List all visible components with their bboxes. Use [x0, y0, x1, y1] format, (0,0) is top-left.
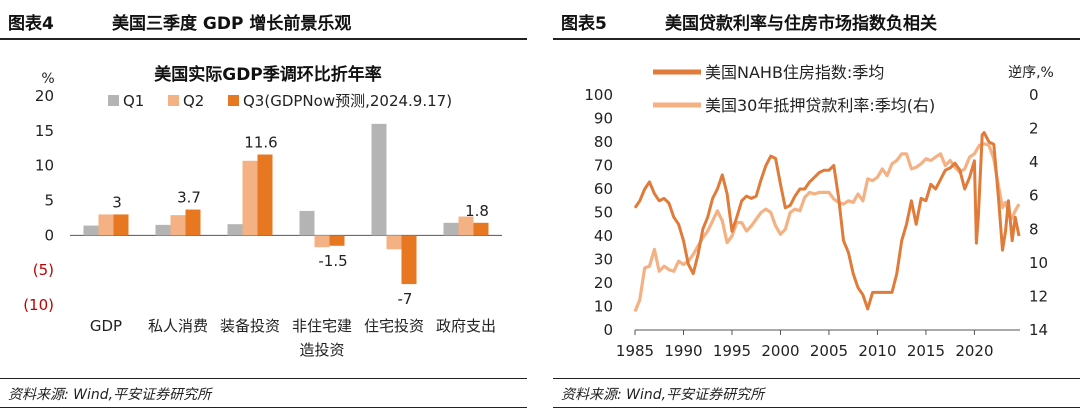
left-y-tick-label-6: 60 — [594, 180, 613, 198]
legend-swatch-1 — [168, 95, 179, 106]
data-label-4: -7 — [398, 290, 413, 308]
bar-q3-0 — [113, 214, 129, 236]
bar-q2-1 — [170, 215, 186, 236]
right-axis-label: 逆序,% — [1008, 65, 1054, 81]
x-tick-label-7: 2020 — [955, 342, 993, 360]
figure-5-source: 资料来源: Wind,平安证券研究所 — [561, 387, 765, 403]
data-label-3: -1.5 — [318, 252, 347, 270]
bar-q3-2 — [257, 154, 273, 236]
right-y-tick-label-7: 14 — [1029, 321, 1048, 339]
y-tick-label-6: (10) — [23, 296, 54, 314]
figure-4-panel: 图表4 美国三季度 GDP 增长前景乐观 美国实际GDP季调环比折年率% 20 15… — [0, 0, 527, 419]
figure-4-header: 图表4 美国三季度 GDP 增长前景乐观 — [0, 0, 527, 40]
right-y-tick-label-5: 10 — [1029, 254, 1048, 272]
category-label-1: 私人消费 — [148, 317, 208, 335]
right-y-tick-label-4: 8 — [1029, 220, 1039, 238]
right-y-tick-label-0: 0 — [1029, 86, 1039, 104]
left-y-tick-label-10: 100 — [584, 86, 613, 104]
left-y-tick-label-3: 30 — [594, 251, 613, 269]
category-label-3: 非住宅建 — [292, 317, 352, 335]
y-tick-label-5: (5) — [33, 261, 54, 279]
category-label-5: 政府支出 — [436, 317, 496, 335]
data-label-0: 3 — [112, 193, 122, 211]
data-label-2: 11.6 — [244, 134, 277, 152]
bar-q2-3 — [314, 235, 330, 248]
bar-q2-4 — [386, 235, 402, 250]
data-label-1: 3.7 — [177, 189, 201, 207]
x-tick-label-6: 2015 — [907, 342, 945, 360]
left-y-tick-label-4: 40 — [594, 227, 613, 245]
legend-swatch-0 — [108, 95, 119, 106]
y-tick-label-3: 5 — [44, 192, 54, 210]
figure-5-label: 图表5 — [561, 14, 607, 34]
left-y-tick-label-5: 50 — [594, 204, 613, 222]
bar-q2-0 — [98, 214, 114, 236]
x-tick-label-1: 1990 — [664, 342, 702, 360]
category-label-3-line2: 造投资 — [299, 341, 344, 359]
x-tick-label-3: 2000 — [761, 342, 799, 360]
bar-q3-5 — [473, 222, 489, 236]
x-tick-label-5: 2010 — [858, 342, 896, 360]
legend-label-1: 美国30年抵押贷款利率:季均(右) — [705, 96, 935, 115]
data-label-5: 1.8 — [465, 202, 489, 220]
category-label-4: 住宅投资 — [364, 317, 424, 335]
left-y-tick-label-0: 0 — [603, 321, 613, 339]
legend-swatch-2 — [228, 95, 239, 106]
right-y-tick-label-1: 2 — [1029, 120, 1039, 138]
figure-5-header: 图表5 美国贷款利率与住房市场指数负相关 — [553, 0, 1080, 40]
bar-q1-5 — [443, 222, 459, 236]
bar-q1-1 — [155, 224, 171, 236]
bar-q2-2 — [242, 160, 258, 236]
left-y-tick-label-1: 10 — [594, 298, 613, 316]
figure-4-source: 资料来源: Wind,平安证券研究所 — [8, 387, 212, 403]
bar-q1-2 — [227, 224, 243, 236]
category-label-0: GDP — [90, 317, 122, 335]
y-axis-unit: % — [41, 71, 54, 87]
left-y-tick-label-7: 70 — [594, 157, 613, 175]
legend-label-0: Q1 — [123, 92, 144, 110]
figure-4-title: 美国三季度 GDP 增长前景乐观 — [112, 14, 352, 34]
chart-title: 美国实际GDP季调环比折年率 — [154, 64, 382, 85]
y-tick-label-1: 15 — [35, 122, 54, 140]
figure-5-source-bar: 资料来源: Wind,平安证券研究所 — [553, 378, 1080, 408]
figure-5-panel: 图表5 美国贷款利率与住房市场指数负相关 1985 1990 1995 2000 200… — [553, 0, 1080, 419]
bar-q1-4 — [371, 123, 387, 236]
right-y-tick-label-3: 6 — [1029, 187, 1039, 205]
left-y-tick-label-8: 80 — [594, 133, 613, 151]
bar-q2-5 — [458, 216, 474, 236]
y-tick-label-4: 0 — [44, 226, 54, 244]
category-label-2: 装备投资 — [220, 317, 280, 335]
y-tick-label-2: 10 — [35, 157, 54, 175]
bar-q3-1 — [185, 209, 201, 236]
left-y-tick-label-2: 20 — [594, 274, 613, 292]
y-tick-label-0: 20 — [35, 87, 54, 105]
gdp-bar-chart: 美国实际GDP季调环比折年率%20 15 10 5 0 (5) (10) 3 3.7 11.6 -1… — [23, 64, 502, 359]
right-y-tick-label-6: 12 — [1029, 287, 1048, 305]
x-tick-label-0: 1985 — [616, 342, 654, 360]
bar-q3-3 — [329, 235, 345, 246]
figure-4-source-bar: 资料来源: Wind,平安证券研究所 — [0, 378, 527, 408]
x-tick-label-4: 2005 — [810, 342, 848, 360]
legend-label-0: 美国NAHB住房指数:季均 — [705, 63, 884, 82]
series-line-0 — [633, 131, 1021, 311]
figure-4-label: 图表4 — [8, 14, 54, 34]
figure-5-title: 美国贷款利率与住房市场指数负相关 — [665, 14, 937, 34]
housing-line-chart: 1985 1990 1995 2000 2005 2010 2015 202001020304… — [584, 63, 1054, 360]
bar-q1-3 — [299, 210, 315, 236]
x-tick-label-2: 1995 — [713, 342, 751, 360]
bar-q3-4 — [401, 235, 417, 285]
left-y-tick-label-9: 90 — [594, 110, 613, 128]
right-y-tick-label-2: 4 — [1029, 153, 1039, 171]
legend-label-2: Q3(GDPNow预测,2024.9.17) — [243, 92, 452, 110]
bar-q1-0 — [83, 225, 99, 236]
legend-label-1: Q2 — [183, 92, 204, 110]
